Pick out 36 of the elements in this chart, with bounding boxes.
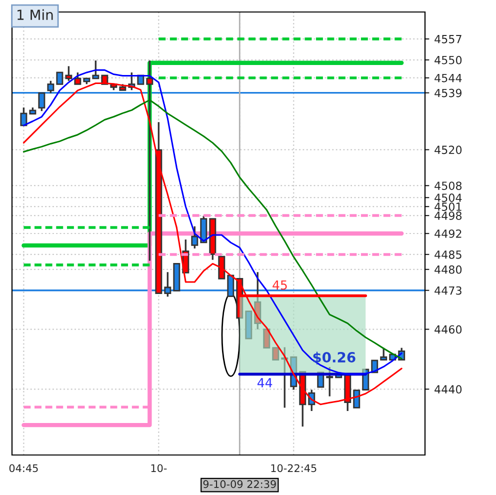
candlestick bbox=[380, 347, 388, 361]
y-tick-label: 4460 bbox=[434, 325, 462, 334]
candlestick bbox=[218, 256, 226, 280]
annotation: $0.26 bbox=[313, 352, 356, 364]
y-tick-label: 4473 bbox=[434, 286, 462, 295]
annotation: 44 bbox=[257, 378, 272, 388]
y-tick-label: 4550 bbox=[434, 56, 462, 64]
candlestick bbox=[65, 65, 72, 82]
x-tick-label: 10-22:45 bbox=[271, 464, 316, 472]
x-tick-label: 04:45 bbox=[9, 464, 38, 472]
y-tick-label: 4557 bbox=[434, 35, 462, 44]
x-tick-label: 10- bbox=[151, 464, 167, 472]
y-tick-label: 4485 bbox=[434, 250, 462, 259]
candlestick bbox=[353, 390, 360, 408]
candlestick bbox=[200, 215, 208, 244]
y-tick-label: 4480 bbox=[434, 265, 462, 274]
y-tick-label: 4508 bbox=[434, 182, 462, 190]
y-tick-label: 4492 bbox=[434, 229, 462, 238]
candlestick bbox=[263, 328, 270, 349]
y-tick-label: 4498 bbox=[434, 212, 462, 220]
y-tick-label: 4544 bbox=[434, 74, 462, 82]
annotation: 45 bbox=[272, 280, 287, 290]
x-tick-label: 9-10-09 22:39 bbox=[203, 480, 276, 488]
y-tick-label: 4504 bbox=[434, 194, 462, 202]
y-tick-label: 4520 bbox=[434, 146, 462, 154]
candlestick bbox=[272, 347, 280, 361]
candlestick bbox=[191, 225, 198, 250]
candlestick bbox=[56, 72, 64, 85]
candlestick bbox=[326, 366, 334, 398]
y-tick-label: 4440 bbox=[434, 385, 462, 394]
candlestick bbox=[20, 106, 28, 126]
y-tick-label: 4501 bbox=[434, 202, 462, 211]
candlestick bbox=[74, 72, 82, 85]
y-tick-label: 4539 bbox=[434, 88, 462, 98]
chart-title: 1 Min bbox=[18, 9, 53, 20]
candlestick bbox=[92, 60, 100, 80]
